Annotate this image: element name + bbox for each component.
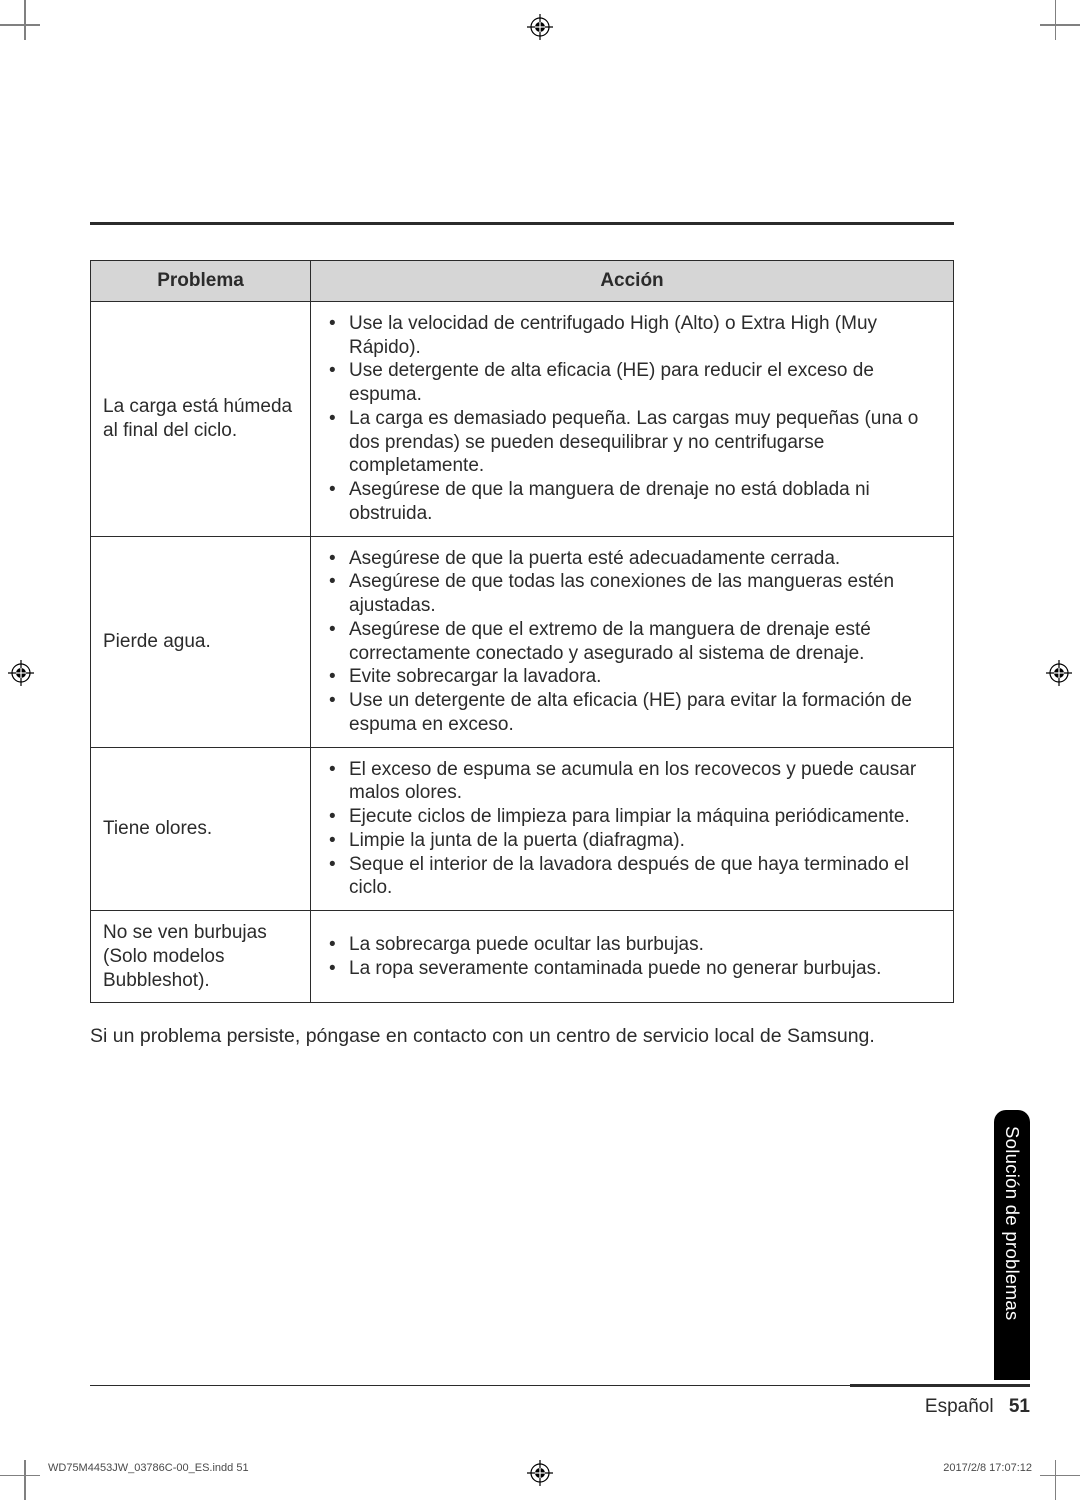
table-row: Tiene olores. El exceso de espuma se acu…	[91, 747, 954, 911]
crop-mark	[1055, 0, 1057, 40]
action-item: La sobrecarga puede ocultar las burbujas…	[319, 933, 939, 957]
table-header-problem: Problema	[91, 261, 311, 302]
print-job-info: WD75M4453JW_03786C-00_ES.indd 51 2017/2/…	[48, 1462, 1032, 1474]
action-item: Asegúrese de que todas las conexiones de…	[319, 570, 939, 618]
registration-mark-icon	[8, 660, 34, 686]
action-cell: El exceso de espuma se acumula en los re…	[311, 747, 954, 911]
action-item: La ropa severamente contaminada puede no…	[319, 957, 939, 981]
action-cell: La sobrecarga puede ocultar las burbujas…	[311, 911, 954, 1003]
page-footer: Español 51	[90, 1385, 1030, 1419]
action-item: La carga es demasiado pequeña. Las carga…	[319, 407, 939, 478]
action-cell: Use la velocidad de centrifugado High (A…	[311, 301, 954, 536]
crop-mark	[24, 0, 26, 40]
problem-cell: No se ven burbujas (Solo modelos Bubbles…	[91, 911, 311, 1003]
problem-cell: Pierde agua.	[91, 536, 311, 747]
action-cell: Asegúrese de que la puerta esté adecuada…	[311, 536, 954, 747]
crop-mark	[0, 1475, 40, 1477]
footer-page-number: 51	[1009, 1396, 1030, 1417]
action-item: Limpie la junta de la puerta (diafragma)…	[319, 829, 939, 853]
action-item: El exceso de espuma se acumula en los re…	[319, 758, 939, 806]
registration-mark-icon	[1046, 660, 1072, 686]
table-header-action: Acción	[311, 261, 954, 302]
action-item: Use la velocidad de centrifugado High (A…	[319, 312, 939, 360]
section-rule	[90, 222, 954, 225]
problem-cell: La carga está húmeda al final del ciclo.	[91, 301, 311, 536]
footer-note: Si un problema persiste, póngase en cont…	[90, 1025, 954, 1048]
crop-mark	[1040, 1475, 1080, 1477]
action-item: Asegúrese de que la manguera de drenaje …	[319, 478, 939, 526]
footer-rule	[90, 1385, 1030, 1387]
action-item: Use detergente de alta eficacia (HE) par…	[319, 359, 939, 407]
table-row: No se ven burbujas (Solo modelos Bubbles…	[91, 911, 954, 1003]
print-filename: WD75M4453JW_03786C-00_ES.indd 51	[48, 1462, 249, 1474]
crop-mark	[0, 24, 40, 26]
table-row: Pierde agua. Asegúrese de que la puerta …	[91, 536, 954, 747]
troubleshooting-table: Problema Acción La carga está húmeda al …	[90, 260, 954, 1003]
action-item: Seque el interior de la lavadora después…	[319, 853, 939, 901]
section-tab: Solución de problemas	[994, 1110, 1030, 1380]
crop-mark	[24, 1460, 26, 1500]
action-item: Asegúrese de que el extremo de la mangue…	[319, 618, 939, 666]
registration-mark-icon	[527, 14, 553, 40]
action-item: Use un detergente de alta eficacia (HE) …	[319, 689, 939, 737]
crop-mark	[1055, 1460, 1057, 1500]
action-item: Evite sobrecargar la lavadora.	[319, 665, 939, 689]
crop-mark	[1040, 24, 1080, 26]
action-item: Ejecute ciclos de limpieza para limpiar …	[319, 805, 939, 829]
footer-language: Español	[925, 1396, 994, 1417]
action-item: Asegúrese de que la puerta esté adecuada…	[319, 547, 939, 571]
problem-cell: Tiene olores.	[91, 747, 311, 911]
table-row: La carga está húmeda al final del ciclo.…	[91, 301, 954, 536]
print-timestamp: 2017/2/8 17:07:12	[943, 1462, 1032, 1474]
